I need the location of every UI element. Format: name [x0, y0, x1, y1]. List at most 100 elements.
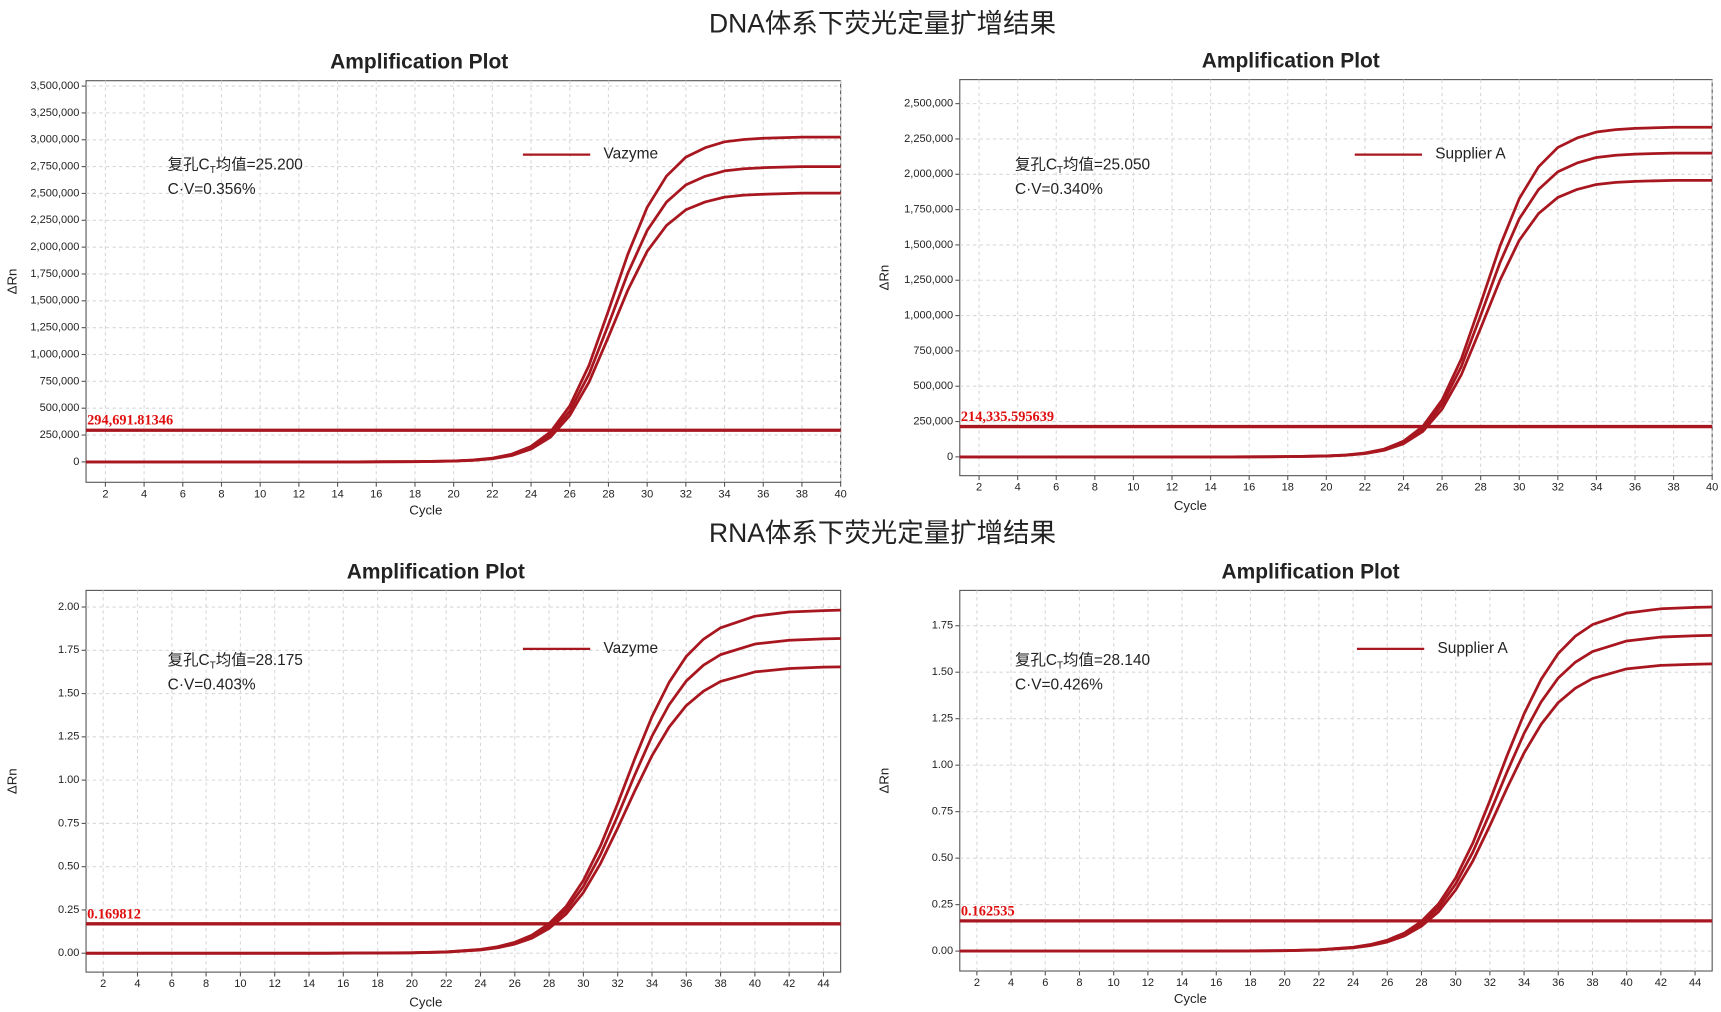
- y-tick-label: 500,000: [913, 380, 953, 392]
- x-tick-label: 10: [1108, 977, 1120, 989]
- y-tick-label: 1.25: [932, 713, 953, 725]
- x-tick-label: 12: [293, 488, 305, 500]
- plot-area: [959, 79, 1713, 477]
- y-tick-label: 1.75: [58, 644, 79, 656]
- x-tick-label: 14: [331, 488, 343, 500]
- y-tick-label: 500,000: [40, 402, 80, 414]
- x-tick-label: 6: [169, 978, 175, 990]
- x-tick-label: 14: [303, 978, 315, 990]
- x-tick-label: 4: [1015, 482, 1021, 494]
- legend-label: Supplier A: [1437, 640, 1508, 657]
- y-tick-label: 1,000,000: [904, 309, 953, 321]
- chart-title: Amplification Plot: [1202, 49, 1380, 72]
- plot-area: [85, 80, 842, 483]
- y-axis-label: ΔRn: [876, 768, 891, 794]
- x-tick-label: 42: [783, 978, 795, 990]
- y-tick-label: 1.25: [58, 731, 79, 743]
- x-tick-label: 28: [602, 488, 614, 500]
- cv-annotation: C·V=0.356%: [168, 181, 256, 198]
- x-tick-label: 18: [409, 488, 421, 500]
- x-tick-label: 10: [234, 978, 246, 990]
- x-tick-label: 30: [577, 978, 589, 990]
- y-tick-label: 0: [73, 456, 79, 468]
- x-tick-label: 36: [757, 488, 769, 500]
- x-tick-label: 38: [1667, 482, 1679, 494]
- x-tick-label: 18: [1244, 977, 1256, 989]
- threshold-label: 214,335.595639: [961, 409, 1054, 425]
- cv-annotation: C·V=0.426%: [1015, 676, 1103, 693]
- x-tick-label: 30: [641, 488, 653, 500]
- y-tick-label: 0.75: [932, 806, 953, 818]
- plot-area: [959, 589, 1713, 972]
- y-tick-label: 0.75: [58, 817, 79, 829]
- x-tick-label: 34: [646, 978, 658, 990]
- x-axis-label: Cycle: [1174, 498, 1207, 513]
- x-tick-label: 2: [974, 977, 980, 989]
- ct-annotation: 复孔CT均值=25.050: [1015, 156, 1150, 176]
- x-tick-label: 30: [1513, 482, 1525, 494]
- section-heading: DNA体系下荧光定量扩增结果: [709, 9, 1056, 39]
- ct-value: 均值=28.175: [216, 651, 303, 669]
- y-tick-label: 0.50: [58, 861, 79, 873]
- y-tick-label: 1.00: [932, 759, 953, 771]
- x-tick-label: 38: [1586, 977, 1598, 989]
- x-tick-label: 20: [1320, 482, 1332, 494]
- x-tick-label: 6: [1042, 977, 1048, 989]
- amplification-curve: [86, 665, 841, 955]
- y-tick-label: 1,500,000: [30, 295, 79, 307]
- x-tick-label: 22: [1359, 482, 1371, 494]
- ct-prefix: 复孔C: [168, 156, 210, 174]
- chart-title: Amplification Plot: [347, 560, 525, 583]
- y-tick-label: 2,750,000: [30, 161, 79, 173]
- x-tick-label: 42: [1655, 977, 1667, 989]
- x-tick-label: 32: [1484, 977, 1496, 989]
- x-tick-label: 28: [1415, 977, 1427, 989]
- x-tick-label: 8: [218, 488, 224, 500]
- ct-value: 均值=28.140: [1063, 651, 1150, 669]
- y-tick-label: 1.75: [932, 620, 953, 632]
- y-tick-label: 750,000: [40, 375, 80, 387]
- x-tick-label: 18: [1282, 482, 1294, 494]
- cv-annotation: C·V=0.340%: [1015, 181, 1103, 198]
- x-tick-label: 26: [1436, 482, 1448, 494]
- x-tick-label: 18: [371, 978, 383, 990]
- y-tick-label: 0.25: [58, 904, 79, 916]
- x-tick-label: 40: [1621, 977, 1633, 989]
- x-tick-label: 34: [718, 488, 730, 500]
- y-axis-label: ΔRn: [5, 768, 20, 794]
- y-tick-label: 1,750,000: [30, 268, 79, 280]
- y-tick-label: 1,750,000: [904, 204, 953, 216]
- y-tick-label: 1.00: [58, 774, 79, 786]
- x-tick-label: 26: [564, 488, 576, 500]
- ct-annotation: 复孔CT均值=28.140: [1015, 651, 1150, 671]
- y-tick-label: 1.50: [932, 666, 953, 678]
- y-tick-label: 2,000,000: [904, 168, 953, 180]
- y-tick-label: 3,000,000: [30, 134, 79, 146]
- legend-label: Vazyme: [603, 640, 658, 657]
- chart-title: Amplification Plot: [1222, 560, 1400, 583]
- x-tick-label: 10: [254, 488, 266, 500]
- x-tick-label: 32: [1552, 482, 1564, 494]
- y-tick-label: 2,250,000: [30, 214, 79, 226]
- x-tick-label: 20: [448, 488, 460, 500]
- y-axis-label: ΔRn: [876, 265, 891, 291]
- x-tick-label: 12: [269, 978, 281, 990]
- y-axis-label: ΔRn: [5, 269, 20, 295]
- x-tick-label: 24: [474, 978, 486, 990]
- y-tick-label: 0: [947, 451, 953, 463]
- x-tick-label: 44: [817, 978, 829, 990]
- y-tick-label: 1,500,000: [904, 239, 953, 251]
- x-axis-label: Cycle: [1174, 991, 1207, 1006]
- x-tick-label: 40: [749, 978, 761, 990]
- y-tick-label: 0.25: [932, 899, 953, 911]
- x-tick-label: 24: [1397, 482, 1409, 494]
- x-tick-label: 22: [486, 488, 498, 500]
- threshold-label: 294,691.81346: [87, 413, 173, 429]
- amplification-curve: [959, 662, 1713, 953]
- x-axis-label: Cycle: [409, 502, 442, 517]
- y-tick-label: 2,250,000: [904, 133, 953, 145]
- x-tick-label: 14: [1204, 482, 1216, 494]
- x-tick-label: 28: [1475, 482, 1487, 494]
